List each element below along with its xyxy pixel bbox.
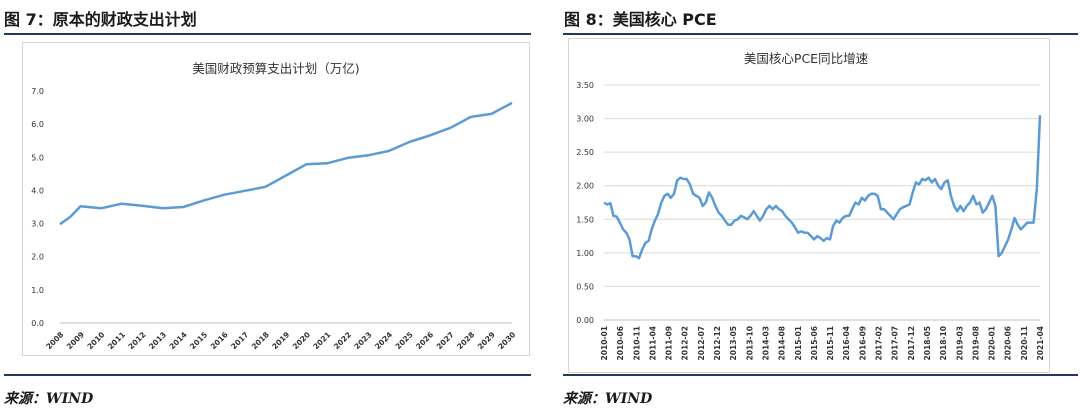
chart-8-x-tick-label: 2016-04 [842,326,851,360]
chart-7-x-tick-label: 2024 [373,330,394,351]
chart-8-x-axis: 2010-01 2010-06 2010-11 2011-04 2011-09 2012-… [600,326,1045,360]
chart-8-y-tick-label: 2.00 [576,182,594,191]
chart-8-frame [568,38,1050,373]
chart-7-x-tick-label: 2029 [476,330,497,351]
chart-8-x-tick-label: 2016-09 [858,326,867,360]
chart-7-x-tick-label: 2012 [126,330,147,351]
chart-8-title: 美国核心PCE同比增速 [744,51,869,66]
chart-8-x-tick-label: 2017-02 [875,326,884,360]
chart-7-x-tick-label: 2019 [270,330,291,351]
chart-8-x-tick-label: 2017-12 [907,326,916,360]
chart-8-y-tick-label: 0.00 [576,316,594,325]
chart-7-y-tick-label: 0.0 [31,319,44,328]
chart-7-y-tick-label: 4.0 [31,186,44,195]
chart-8-x-tick-label: 2020-01 [988,326,997,360]
chart-8-x-tick-label: 2010-11 [632,326,641,360]
chart-8-x-tick-label: 2015-06 [810,326,819,360]
chart-8-series-line [603,115,1042,260]
chart-8-x-tick-label: 2013-05 [729,326,738,360]
figure-8-top-rule [563,33,1078,35]
chart-8-x-tick-label: 2021-04 [1036,326,1045,360]
chart-8-y-tick-label: 3.50 [576,81,594,90]
chart-8-x-tick-label: 2015-01 [794,326,803,360]
chart-7-x-tick-label: 2016 [209,330,230,351]
chart-8-x-tick-label: 2019-08 [971,326,980,360]
chart-7-x-tick-label: 2025 [394,330,415,351]
chart-7-x-tick-label: 2018 [250,330,271,351]
chart-8-x-tick-label: 2017-07 [891,326,900,360]
chart-7-title: 美国财政预算支出计划（万亿) [192,61,359,76]
chart-7-x-axis: 2008 2009 2010 2011 2012 2013 2014 2015 2016 2017… [44,330,517,351]
chart-7-y-tick-label: 1.0 [31,286,44,295]
chart-7-x-tick-label: 2026 [414,330,435,351]
chart-7-x-tick-label: 2020 [291,330,312,351]
chart-7-points [59,102,513,225]
figure-8-source: 来源：WIND [563,391,653,407]
chart-8-y-tick-label: 2.50 [576,148,594,157]
figure-8-title: 图 8：美国核心 PCE [564,10,717,29]
chart-8-x-tick-label: 2012-12 [713,326,722,360]
chart-7-y-axis: 0.0 1.0 2.0 3.0 4.0 5.0 6.0 7.0 [31,87,44,328]
chart-8-points [603,115,1041,259]
chart-7-x-tick-label: 2027 [435,330,456,351]
chart-8-x-tick-label: 2020-11 [1020,326,1029,360]
chart-7-x-tick-label: 2015 [188,330,209,351]
chart-8-x-tick-label: 2014-08 [778,326,787,360]
chart-8-y-tick-label: 3.00 [576,115,594,124]
chart-8-x-tick-label: 2011-04 [648,326,657,360]
chart-8-y-tick-label: 1.00 [576,249,594,258]
chart-8-x-tick-label: 2018-10 [939,326,948,360]
chart-7-y-tick-label: 6.0 [31,120,44,129]
chart-7-y-tick-label: 7.0 [31,87,44,96]
chart-7-y-tick-label: 2.0 [31,253,44,262]
figure-7-source: 来源：WIND [4,391,94,407]
chart-7-x-tick-label: 2022 [332,330,353,351]
figure-7-title: 图 7：原本的财政支出计划 [4,10,197,29]
chart-7-x-tick-label: 2021 [311,330,332,351]
figure-7-top-rule [4,33,531,35]
chart-7-x-tick-label: 2028 [455,330,476,351]
chart-7-x-tick-label: 2010 [85,330,106,351]
chart-7-x-tick-label: 2011 [106,330,127,351]
chart-7-y-tick-label: 3.0 [31,220,44,229]
chart-8-y-axis: 0.00 0.50 1.00 1.50 2.00 2.50 3.00 3.50 [576,81,594,325]
chart-7-x-tick-label: 2008 [44,330,65,351]
chart-7-x-tick-label: 2014 [168,330,189,351]
chart-8-x-tick-label: 2013-10 [745,326,754,360]
chart-8-x-tick-label: 2014-03 [761,326,770,360]
chart-7-x-tick-label: 2013 [147,330,168,351]
figure-7-bottom-rule [4,374,531,376]
chart-8-x-tick-label: 2010-06 [616,326,625,360]
chart-8-y-tick-label: 0.50 [576,282,594,291]
chart-8-x-tick-label: 2012-02 [681,326,690,360]
chart-7-y-tick-label: 5.0 [31,153,44,162]
chart-8-x-tick-label: 2011-09 [665,326,674,360]
chart-7-series-line [59,101,513,226]
chart-8-gridlines [604,84,1040,321]
figure-8-bottom-rule [563,374,1078,376]
chart-8-x-tick-label: 2020-06 [1004,326,1013,360]
chart-8-x-tick-label: 2012-07 [697,326,706,360]
chart-7-x-tick-label: 2009 [65,330,86,351]
chart-8-x-tick-label: 2010-01 [600,326,609,360]
chart-8-y-tick-label: 1.50 [576,215,594,224]
chart-7-x-tick-label: 2017 [229,330,250,351]
chart-7-frame [22,42,530,356]
chart-8-x-tick-label: 2015-11 [826,326,835,360]
chart-7-x-tick-label: 2030 [496,330,517,351]
chart-8-x-tick-label: 2018-05 [923,326,932,360]
chart-7-x-tick-label: 2023 [352,330,373,351]
chart-8-x-tick-label: 2019-03 [955,326,964,360]
